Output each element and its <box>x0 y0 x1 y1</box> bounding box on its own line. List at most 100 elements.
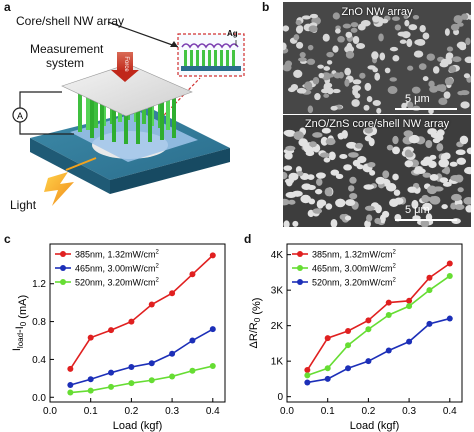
data-point <box>108 327 115 334</box>
series-line <box>69 254 214 370</box>
sem-particle <box>323 93 330 98</box>
sem-particle <box>449 161 458 167</box>
sem-particle <box>324 82 333 89</box>
sem-particle <box>399 39 407 44</box>
sem-particle <box>450 193 462 202</box>
sem-particle <box>414 166 423 173</box>
sem-particle <box>403 14 409 20</box>
sem-particle <box>348 152 359 158</box>
legend-marker <box>297 265 303 271</box>
sem-particle <box>411 86 421 94</box>
sem-particle <box>407 186 417 193</box>
sem-particle <box>349 176 357 184</box>
sem-particle <box>284 60 293 67</box>
sem-particle <box>300 194 311 204</box>
data-point <box>189 337 196 344</box>
sem-particle <box>372 100 381 107</box>
sem-particle <box>379 214 386 224</box>
legend-label: 520nm, 3.20mW/cm2 <box>75 278 160 288</box>
y-tick-label: 1.2 <box>32 279 46 290</box>
sem-particle <box>392 173 399 181</box>
series-line <box>70 328 214 386</box>
sem-particle <box>296 87 307 94</box>
sem-particle <box>314 93 321 101</box>
sem-particle <box>372 15 380 23</box>
data-point <box>446 260 453 267</box>
sem-particle <box>386 144 394 151</box>
sem-particle <box>408 134 420 144</box>
force-label: Force <box>123 56 129 72</box>
sem-particle <box>454 203 465 211</box>
sem-particle <box>363 104 370 111</box>
sem-particle <box>453 15 463 24</box>
sem-particle <box>459 135 469 145</box>
sem-particle <box>283 171 288 180</box>
sem-particle <box>283 165 293 171</box>
sem-particle <box>284 151 293 160</box>
x-tick-label: 0.4 <box>443 406 457 417</box>
sem-particle <box>312 76 320 85</box>
sem-particle <box>443 91 451 99</box>
sem-particle <box>330 218 338 227</box>
x-axis-label: Load (kgf) <box>350 420 400 432</box>
sem-particle <box>382 170 390 179</box>
x-tick-label: 0.3 <box>402 406 416 417</box>
label-light: Light <box>10 198 37 212</box>
sem-particle <box>327 87 334 95</box>
chart-d-plot: 0.0 0.1 0.2 0.3 0.4 0 1K 2K 3K 4K Load (kgf) ΔR/R0 … <box>248 243 463 432</box>
x-tick-label: 0.2 <box>124 406 138 417</box>
sem-particle <box>305 86 313 91</box>
data-point <box>128 380 135 387</box>
sem-particle <box>404 160 414 168</box>
sem-particle <box>412 15 420 20</box>
sem-particle <box>464 166 471 175</box>
sem-particle <box>429 173 439 181</box>
sem-particle <box>389 77 397 82</box>
x-tick-label: 0.2 <box>361 406 375 417</box>
data-point <box>345 342 352 349</box>
sem-particle <box>420 219 430 227</box>
sem-particle <box>330 105 338 111</box>
sem-particle <box>441 168 450 174</box>
sem-particle <box>414 39 425 46</box>
sem-particle <box>325 137 336 146</box>
ammeter-label: A <box>17 111 23 121</box>
x-tick-label: 0.4 <box>206 406 220 417</box>
sem-micrographs <box>283 2 471 227</box>
data-point <box>406 297 413 304</box>
sem-particle <box>438 158 450 168</box>
sem-particle <box>333 72 342 79</box>
data-point <box>426 320 433 327</box>
x-tick-label: 0.0 <box>280 406 294 417</box>
data-point <box>406 338 413 345</box>
sem-particle <box>448 65 457 73</box>
sem-label-core-shell: ZnO/ZnS core/shell NW array <box>304 118 450 130</box>
sem-particle <box>288 87 296 93</box>
sem-particle <box>394 197 404 205</box>
data-point <box>304 379 311 386</box>
sem-particle <box>364 127 373 134</box>
legend-marker <box>60 265 66 271</box>
sem-particle <box>309 13 319 19</box>
inset-nanowires <box>184 50 235 66</box>
sem-particle <box>345 199 356 207</box>
sem-particle <box>463 197 471 205</box>
sem-particle <box>298 25 304 33</box>
series-line <box>307 317 450 384</box>
sem-particle <box>407 101 414 109</box>
sem-particle <box>422 172 432 178</box>
sem-particle <box>312 208 323 214</box>
sem-particle <box>364 135 372 142</box>
sem-particle <box>325 203 333 210</box>
sem-particle <box>452 56 462 63</box>
legend-marker <box>60 279 66 285</box>
sem-particle <box>376 107 382 114</box>
sem-particle <box>385 182 397 192</box>
sem-particle <box>440 58 450 66</box>
y-tick-label: 2K <box>271 321 284 332</box>
panel-letter-b: b <box>262 0 270 14</box>
sem-particle <box>332 45 339 53</box>
sem-particle <box>413 50 424 58</box>
y-tick-label: 1K <box>271 357 284 368</box>
data-point <box>385 347 392 354</box>
